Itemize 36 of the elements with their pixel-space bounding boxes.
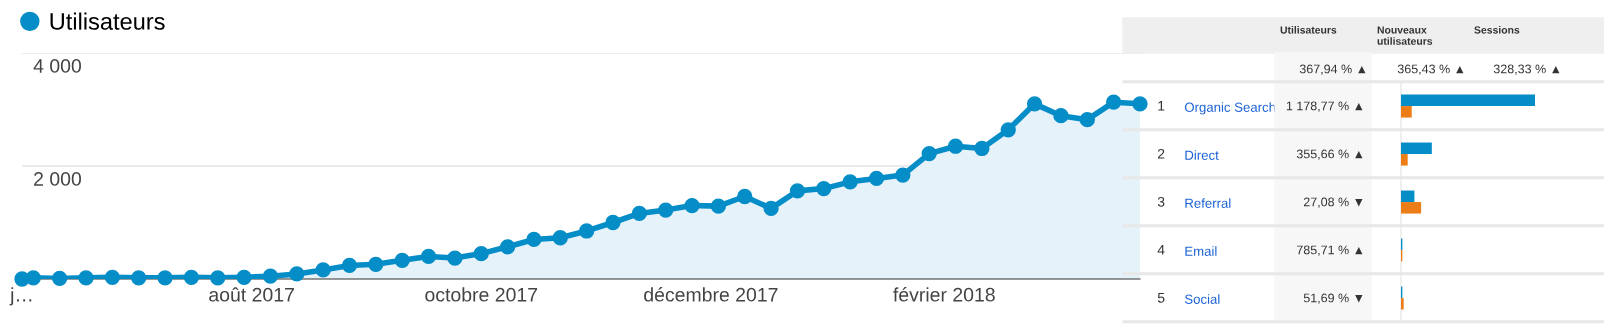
x-tick-label: j… [9, 287, 32, 306]
text: 27,08 % ▼ [1303, 197, 1363, 208]
text: Sessions [1474, 26, 1520, 34]
x-tick-label: décembre 2017 [644, 287, 778, 302]
text: 1 178,77 % ▲ [1286, 101, 1363, 112]
text: 367,94 % ▲ [1299, 64, 1366, 75]
text: 3 [1157, 196, 1165, 207]
text: 328,33 % ▲ [1493, 64, 1560, 75]
y-tick-label: Organic Search [1184, 102, 1276, 115]
text: Utilisateurs [1280, 26, 1337, 34]
y-tick-label: Referral [1185, 198, 1231, 208]
y-tick-label: 2 000 [34, 172, 82, 186]
bar [1401, 142, 1432, 155]
text: 355,66 % ▲ [1296, 149, 1363, 160]
legend-label: Utilisateurs [50, 12, 165, 30]
text: 5 [1157, 293, 1165, 303]
x-tick-label: octobre 2017 [425, 287, 538, 302]
text: 4 [1157, 245, 1165, 255]
text: 365,43 % ▲ [1397, 64, 1464, 75]
text: 51,69 % ▼ [1303, 293, 1363, 304]
bar [1401, 298, 1404, 310]
bar [1401, 106, 1412, 118]
y-tick-label: Direct [1185, 150, 1219, 160]
y-tick-label: Email [1185, 246, 1217, 256]
bar [1401, 202, 1422, 214]
text: 785,71 % ▲ [1296, 245, 1363, 256]
bar [1401, 94, 1535, 107]
bar [1401, 190, 1415, 203]
y-tick-label: Social [1184, 294, 1220, 304]
x-tick-label: février 2018 [893, 287, 995, 302]
bar [1401, 154, 1408, 166]
text: Nouveaux utilisateurs [1377, 26, 1433, 45]
y-tick-label: 4 000 [33, 59, 82, 73]
x-tick-label: août 2017 [209, 287, 294, 302]
text: 1 [1158, 101, 1165, 111]
text: 2 [1157, 148, 1165, 159]
